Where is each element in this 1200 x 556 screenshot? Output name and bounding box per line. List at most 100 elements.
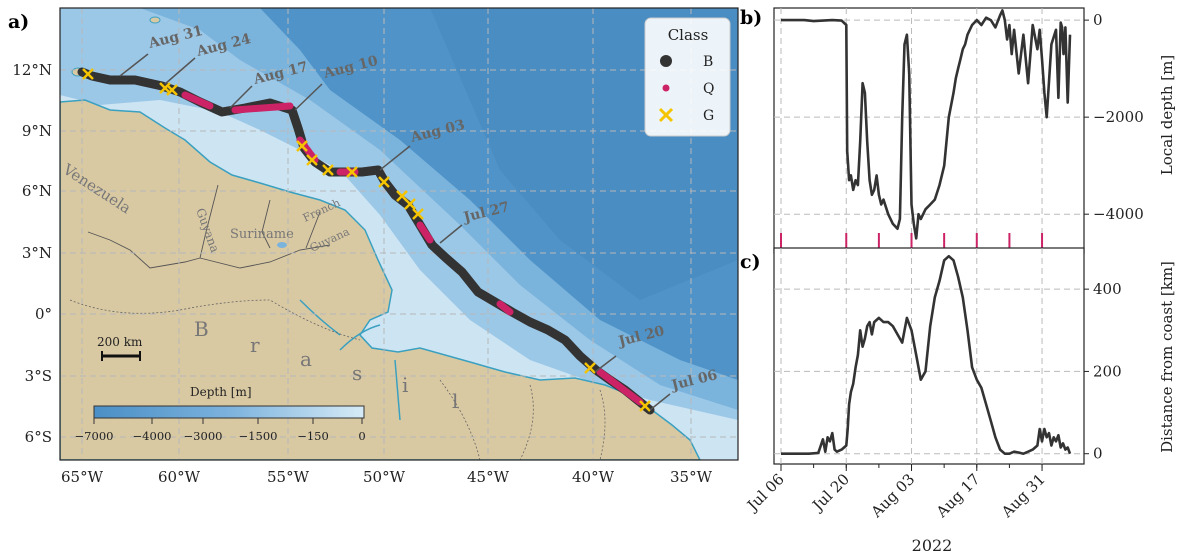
colorbar-tick-label: −150 <box>297 429 329 443</box>
lon-tick: 65°W <box>61 468 104 486</box>
map-frame <box>59 7 739 461</box>
lon-tick: 35°W <box>670 468 713 486</box>
label-brasil-l: l <box>452 389 458 413</box>
y-tick-label: 200 <box>1093 362 1122 380</box>
lat-tick: 0° <box>35 305 52 323</box>
lat-tick: 6°S <box>25 428 52 446</box>
x-tick-label: Jul 06 <box>742 470 787 515</box>
panel-label-c: c) <box>740 251 761 273</box>
label-brasil-b: B <box>194 317 209 341</box>
lat-tick: 12°N <box>12 61 52 79</box>
x-tick-label: Aug 31 <box>997 470 1049 522</box>
track-class-g <box>346 166 358 178</box>
track-class-g <box>296 140 308 152</box>
marker-x-stroke <box>306 154 318 166</box>
marker-x-stroke <box>378 176 390 188</box>
legend-box <box>644 17 731 137</box>
distance-chart: 0 200 400 Jul 06 Jul 20 Aug 03 Aug 17 Aug 31 <box>742 247 1122 522</box>
lat-tick: 9°N <box>22 122 52 140</box>
island <box>149 16 161 24</box>
track-class-g <box>639 400 651 412</box>
marker-x-stroke <box>396 190 408 202</box>
lat-tick: 3°N <box>22 244 52 262</box>
track-class-g <box>404 198 416 210</box>
track-class-g <box>82 68 94 80</box>
colorbar-tick-label: −7000 <box>75 429 114 443</box>
legend-label-q: Q <box>703 81 714 97</box>
colorbar-title: Depth [m] <box>190 385 252 399</box>
track-class-g <box>378 176 390 188</box>
label-brasil-r: r <box>250 333 260 357</box>
colorbar <box>93 405 365 419</box>
marker-x-stroke <box>404 198 416 210</box>
panel-label-a: a) <box>8 11 29 33</box>
y-tick-label: 0 <box>1093 11 1103 29</box>
colorbar-ticks: −7000 −4000 −3000 −1500 −150 0 <box>75 418 366 443</box>
data-line <box>781 254 1072 455</box>
label-brasil-i: i <box>402 373 408 397</box>
track-class-q <box>181 91 214 110</box>
plot-frame <box>773 247 1085 465</box>
track-class-q <box>596 368 644 406</box>
distance-xlabel: 2022 <box>912 536 953 555</box>
y-tick-label: −4000 <box>1093 205 1144 223</box>
marker-x-stroke <box>166 84 178 96</box>
track-class-q <box>231 102 294 114</box>
lat-tick: 3°S <box>25 367 52 385</box>
colorbar-tick-label: 0 <box>358 429 365 443</box>
legend-marker-b <box>660 55 672 67</box>
colorbar-tick-label: −1500 <box>239 429 278 443</box>
marker-x-stroke <box>584 362 596 374</box>
track-class-q <box>416 221 434 244</box>
plot-frame <box>773 7 1085 254</box>
distance-ylabel: Distance from coast [km] <box>1158 261 1176 453</box>
depth-ylabel: Local depth [m] <box>1158 55 1176 175</box>
annotation-leaders <box>119 53 671 411</box>
label-brasil-s: s <box>352 361 362 385</box>
map-area: Venezuela Guyana Suriname French Guyana … <box>60 8 738 460</box>
marker-x-stroke <box>296 140 308 152</box>
depth-chart: 0 −2000 −4000 <box>773 7 1144 257</box>
label-suriname: Suriname <box>230 227 294 242</box>
lon-tick-labels: 65°W 60°W 55°W 50°W 45°W 40°W 35°W <box>61 468 713 486</box>
legend-label-g: G <box>703 108 714 124</box>
data-line <box>781 9 1072 240</box>
scale-bar-label: 200 km <box>97 335 143 349</box>
marker-x-stroke <box>82 68 94 80</box>
lon-tick: 40°W <box>572 468 615 486</box>
drifter-track <box>77 67 655 415</box>
track-class-g <box>166 84 178 96</box>
track-class-g <box>322 164 334 176</box>
track-class-q <box>496 300 514 316</box>
legend-marker-g <box>658 107 674 123</box>
lon-tick: 45°W <box>467 468 510 486</box>
marker-x-stroke <box>639 400 651 412</box>
label-brasil-a: a <box>300 347 312 371</box>
panel-label-b: b) <box>740 7 762 29</box>
x-tick-label: Aug 17 <box>932 470 984 522</box>
legend-title: Class <box>668 26 709 44</box>
marker-x-stroke <box>322 164 334 176</box>
lon-tick: 55°W <box>267 468 310 486</box>
marker-x-stroke <box>412 208 424 220</box>
legend-label-b: B <box>703 54 713 70</box>
lat-tick: 6°N <box>22 182 52 200</box>
x-tick-label: Jul 20 <box>808 470 853 515</box>
border <box>87 184 331 269</box>
x-tick-label: Aug 03 <box>867 470 919 522</box>
track-class-g <box>412 208 424 220</box>
lake <box>277 242 287 248</box>
marker-x-stroke <box>346 166 358 178</box>
y-tick-label: −2000 <box>1093 108 1144 126</box>
y-tick-label: 0 <box>1093 445 1103 463</box>
colorbar-tick-label: −3000 <box>184 429 223 443</box>
lon-tick: 60°W <box>158 468 201 486</box>
colorbar-tick-label: −4000 <box>133 429 172 443</box>
legend-marker-q <box>662 84 670 92</box>
lon-tick: 50°W <box>363 468 406 486</box>
y-tick-label: 400 <box>1093 280 1122 298</box>
lat-tick-labels: 12°N 9°N 6°N 3°N 0° 3°S 6°S <box>12 61 52 446</box>
track-class-g <box>306 154 318 166</box>
track-class-g <box>584 362 596 374</box>
